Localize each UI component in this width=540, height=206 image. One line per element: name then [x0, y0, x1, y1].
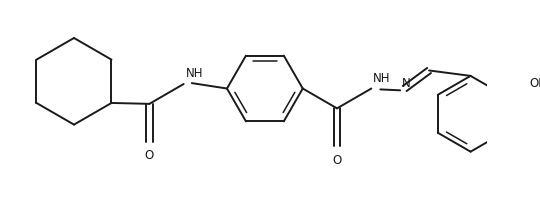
- Text: OH: OH: [530, 76, 540, 89]
- Text: O: O: [333, 153, 342, 166]
- Text: NH: NH: [186, 67, 204, 80]
- Text: O: O: [145, 148, 154, 161]
- Text: NH: NH: [373, 72, 390, 85]
- Text: N: N: [402, 76, 411, 89]
